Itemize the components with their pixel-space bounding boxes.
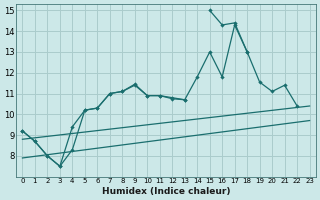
X-axis label: Humidex (Indice chaleur): Humidex (Indice chaleur) bbox=[102, 187, 230, 196]
